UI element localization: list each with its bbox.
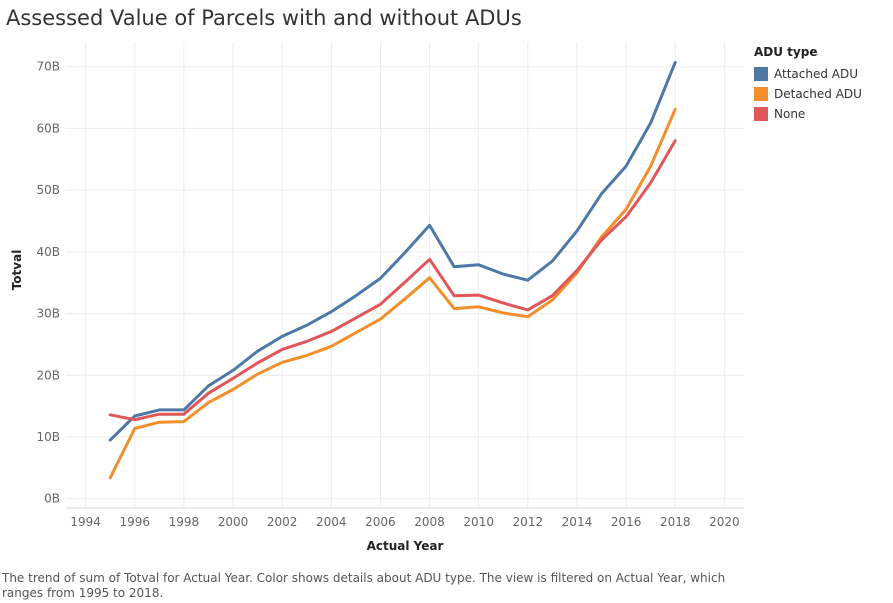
y-tick-label: 0B xyxy=(44,492,60,506)
y-tick-label: 20B xyxy=(36,368,60,382)
x-axis-title: Actual Year xyxy=(367,539,444,553)
x-tick-label: 1996 xyxy=(120,515,151,529)
y-tick-label: 10B xyxy=(36,430,60,444)
y-tick-label: 70B xyxy=(36,60,60,74)
y-tick-label: 30B xyxy=(36,307,60,321)
grid xyxy=(66,42,744,509)
x-tick-label: 2014 xyxy=(562,515,593,529)
legend: ADU type Attached ADU Detached ADU None xyxy=(754,45,862,124)
x-tick-label: 2016 xyxy=(611,515,642,529)
x-tick-label: 2000 xyxy=(218,515,249,529)
x-tick-label: 1998 xyxy=(169,515,200,529)
y-tick-label: 50B xyxy=(36,183,60,197)
series-lines xyxy=(108,60,677,480)
series-line-none[interactable] xyxy=(108,139,677,422)
legend-item-detached-adu[interactable]: Detached ADU xyxy=(754,84,862,104)
legend-title: ADU type xyxy=(754,45,818,59)
series-line-attached-adu[interactable] xyxy=(108,60,677,442)
legend-label: None xyxy=(774,107,806,121)
x-tick-label: 2010 xyxy=(463,515,494,529)
legend-label: Detached ADU xyxy=(774,87,862,101)
legend-item-none[interactable]: None xyxy=(754,104,862,124)
x-tick-label: 2006 xyxy=(365,515,396,529)
legend-swatch xyxy=(754,67,768,81)
x-tick-label: 2012 xyxy=(513,515,544,529)
x-tick-label: 2002 xyxy=(267,515,298,529)
legend-swatch xyxy=(754,87,768,101)
chart-title: Assessed Value of Parcels with and witho… xyxy=(6,6,522,30)
legend-item-attached-adu[interactable]: Attached ADU xyxy=(754,64,862,84)
x-tick-label: 2018 xyxy=(660,515,691,529)
legend-swatch xyxy=(754,107,768,121)
legend-label: Attached ADU xyxy=(774,67,859,81)
y-tick-label: 40B xyxy=(36,245,60,259)
x-tick-label: 1994 xyxy=(70,515,101,529)
x-tick-label: 2008 xyxy=(414,515,445,529)
y-tick-label: 60B xyxy=(36,121,60,135)
x-axis: 1994 1996 1998 2000 2002 2004 2006 2008 2010 2012… xyxy=(70,515,739,529)
x-tick-label: 2004 xyxy=(316,515,347,529)
chart-caption: The trend of sum of Totval for Actual Ye… xyxy=(2,571,726,600)
x-tick-label: 2020 xyxy=(709,515,740,529)
y-axis: 0B 10B 20B 30B 40B 50B 60B 70B xyxy=(36,60,60,506)
y-axis-title: Totval xyxy=(10,250,24,291)
